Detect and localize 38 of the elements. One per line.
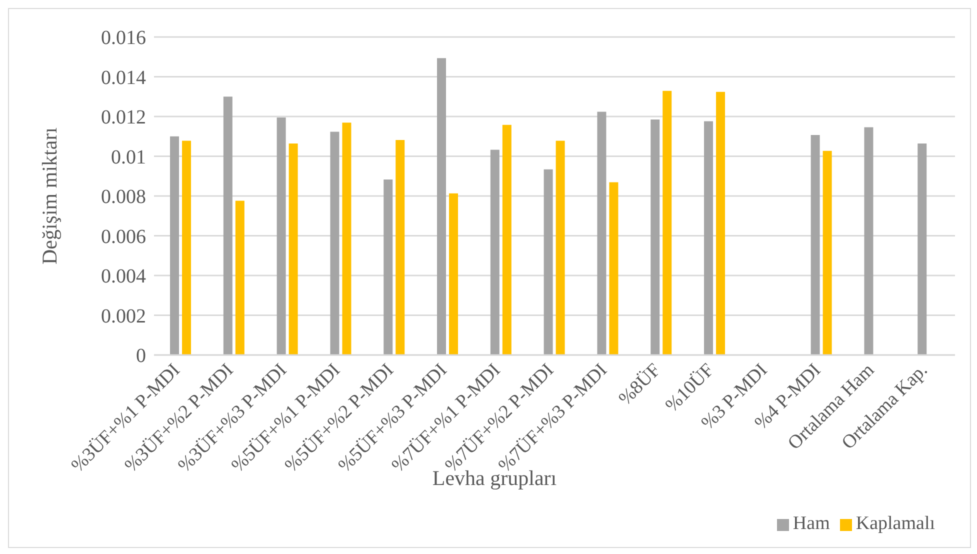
bar xyxy=(276,117,286,355)
bar xyxy=(597,112,606,355)
bar xyxy=(384,180,393,355)
bar xyxy=(544,169,553,355)
legend-label: Ham xyxy=(792,513,830,534)
bar xyxy=(449,193,458,355)
bar xyxy=(396,140,405,355)
bar xyxy=(437,58,446,355)
bar xyxy=(704,121,714,355)
y-tick-label: 0.006 xyxy=(101,226,146,248)
legend-label: Kaplamalı xyxy=(856,513,935,534)
bar xyxy=(182,140,192,355)
bar xyxy=(342,122,352,355)
bar xyxy=(864,127,874,355)
bar xyxy=(288,144,298,355)
y-tick-label: 0.016 xyxy=(101,27,146,50)
bar xyxy=(918,144,927,355)
y-tick-label: 0.008 xyxy=(101,186,146,208)
y-tick-label: 0.012 xyxy=(101,106,146,129)
bar xyxy=(609,182,618,355)
y-tick-label: 0.002 xyxy=(101,305,146,328)
y-tick-label: 0.014 xyxy=(101,66,146,89)
bar xyxy=(822,150,832,355)
y-tick-label: 0.004 xyxy=(101,266,146,288)
bar xyxy=(716,92,726,355)
bar xyxy=(490,150,500,355)
bar xyxy=(556,140,565,355)
bar xyxy=(810,134,820,355)
y-tick-label: 0.01 xyxy=(111,146,146,168)
bar xyxy=(235,200,244,355)
y-axis-title: Değişim miktarı xyxy=(37,127,62,265)
bar xyxy=(502,124,512,355)
y-tick-label: 0 xyxy=(136,345,146,368)
bar xyxy=(170,136,180,355)
bar xyxy=(650,119,660,355)
bar xyxy=(662,90,672,355)
bar xyxy=(330,132,340,355)
bar xyxy=(223,96,232,355)
